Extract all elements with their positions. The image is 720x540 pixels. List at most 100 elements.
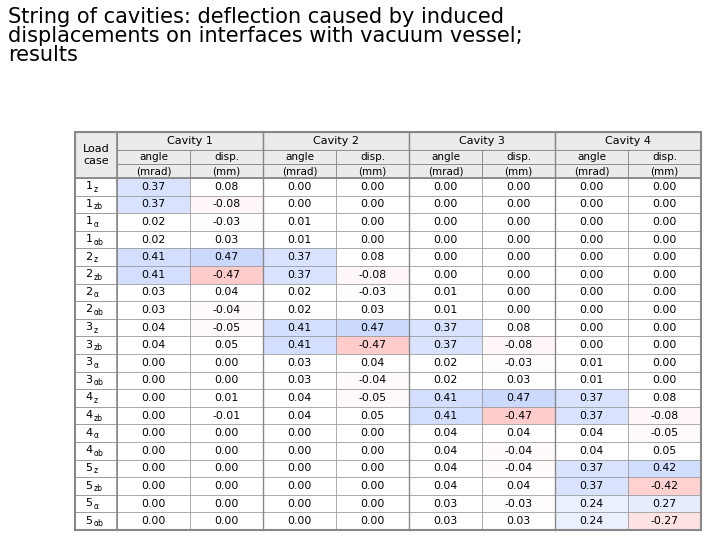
Text: z: z — [94, 185, 98, 194]
Text: 0.00: 0.00 — [360, 481, 384, 491]
Text: 0.01: 0.01 — [433, 305, 458, 315]
Text: 0.37: 0.37 — [141, 182, 166, 192]
Bar — [263, 301, 336, 319]
Bar — [336, 150, 409, 164]
Bar — [190, 389, 263, 407]
Text: -0.05: -0.05 — [359, 393, 387, 403]
Bar — [75, 284, 117, 301]
Bar — [117, 372, 190, 389]
Text: 0.00: 0.00 — [215, 428, 239, 438]
Text: 0.00: 0.00 — [652, 270, 677, 280]
Bar — [117, 150, 190, 164]
Text: 0.42: 0.42 — [652, 463, 677, 474]
Text: 0.00: 0.00 — [580, 270, 603, 280]
Text: 0.00: 0.00 — [652, 340, 677, 350]
Text: 1: 1 — [86, 234, 93, 244]
Text: 0.00: 0.00 — [652, 305, 677, 315]
Bar — [117, 477, 190, 495]
Text: zb: zb — [94, 414, 102, 423]
Text: 3: 3 — [86, 357, 93, 367]
Text: -0.03: -0.03 — [505, 498, 533, 509]
Text: 0.00: 0.00 — [433, 252, 458, 262]
Bar — [190, 231, 263, 248]
Text: 0.00: 0.00 — [360, 428, 384, 438]
Text: 0.00: 0.00 — [652, 358, 677, 368]
Bar — [628, 495, 701, 512]
Bar — [628, 150, 701, 164]
Bar — [117, 213, 190, 231]
Text: 0.00: 0.00 — [580, 199, 603, 210]
Text: 5: 5 — [86, 481, 93, 490]
Text: disp.: disp. — [214, 152, 239, 162]
Text: zb: zb — [94, 202, 102, 211]
Bar — [482, 319, 555, 336]
Bar — [409, 319, 482, 336]
Text: 0.00: 0.00 — [580, 217, 603, 227]
Text: 0.00: 0.00 — [141, 498, 166, 509]
Bar — [409, 195, 482, 213]
Bar — [75, 477, 117, 495]
Bar — [555, 354, 628, 372]
Bar — [190, 512, 263, 530]
Bar — [75, 442, 117, 460]
Bar — [555, 389, 628, 407]
Text: 0.47: 0.47 — [506, 393, 531, 403]
Text: -0.03: -0.03 — [359, 287, 387, 298]
Text: 0.04: 0.04 — [287, 410, 312, 421]
Text: 5: 5 — [86, 463, 93, 473]
Text: 0.00: 0.00 — [360, 498, 384, 509]
Bar — [263, 178, 336, 195]
Bar — [117, 266, 190, 284]
Text: αb: αb — [94, 238, 104, 247]
Text: 0.04: 0.04 — [433, 428, 458, 438]
Bar — [190, 354, 263, 372]
Bar — [117, 495, 190, 512]
Bar — [117, 512, 190, 530]
Text: 0.00: 0.00 — [360, 463, 384, 474]
Text: zb: zb — [94, 273, 102, 282]
Bar — [190, 150, 263, 164]
Text: 0.01: 0.01 — [433, 287, 458, 298]
Text: α: α — [94, 502, 99, 511]
Text: 0.41: 0.41 — [287, 322, 312, 333]
Bar — [263, 213, 336, 231]
Text: 0.08: 0.08 — [506, 322, 531, 333]
Text: 0.03: 0.03 — [433, 516, 458, 526]
Bar — [628, 477, 701, 495]
Text: 2: 2 — [86, 305, 93, 314]
Bar — [117, 424, 190, 442]
Bar — [263, 195, 336, 213]
Bar — [628, 354, 701, 372]
Text: 0.00: 0.00 — [287, 481, 312, 491]
Bar — [117, 319, 190, 336]
Bar — [409, 389, 482, 407]
Text: 0.00: 0.00 — [141, 375, 166, 386]
Bar — [190, 372, 263, 389]
Bar — [555, 150, 628, 164]
Text: 0.00: 0.00 — [652, 287, 677, 298]
Bar — [190, 336, 263, 354]
Text: 0.00: 0.00 — [652, 322, 677, 333]
Bar — [555, 248, 628, 266]
Bar — [75, 424, 117, 442]
Bar — [628, 248, 701, 266]
Text: (mm): (mm) — [359, 166, 387, 176]
Text: -0.47: -0.47 — [359, 340, 387, 350]
Text: 0.03: 0.03 — [433, 498, 458, 509]
Text: z: z — [94, 255, 98, 264]
Bar — [555, 407, 628, 424]
Text: 0.02: 0.02 — [141, 234, 166, 245]
Text: 0.00: 0.00 — [360, 217, 384, 227]
Text: 0.04: 0.04 — [506, 481, 531, 491]
Text: α: α — [94, 361, 99, 370]
Bar — [190, 248, 263, 266]
Text: 0.24: 0.24 — [580, 516, 603, 526]
Text: 4: 4 — [86, 446, 93, 455]
Text: displacements on interfaces with vacuum vessel;: displacements on interfaces with vacuum … — [8, 26, 523, 46]
Text: -0.01: -0.01 — [212, 410, 240, 421]
Text: 0.00: 0.00 — [433, 234, 458, 245]
Bar — [336, 284, 409, 301]
Bar — [190, 442, 263, 460]
Bar — [263, 132, 409, 150]
Bar — [628, 512, 701, 530]
